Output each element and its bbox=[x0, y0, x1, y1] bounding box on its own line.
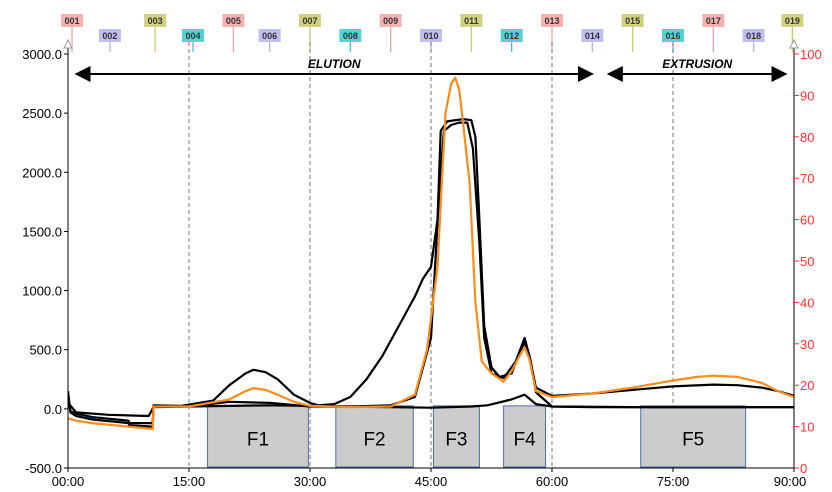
marker-label: 001 bbox=[65, 16, 80, 26]
marker-flag-013 bbox=[541, 14, 563, 27]
marker-flags: 001 002 003 004 005 006 007 008 009 010 011 012 013 0… bbox=[61, 14, 804, 52]
y-right-tick-label: 30 bbox=[800, 337, 814, 352]
fraction-box-5 bbox=[640, 405, 747, 468]
y-right-tick-label: 80 bbox=[800, 130, 814, 145]
y-right-tick-label: 100 bbox=[800, 47, 822, 62]
fraction-label: F2 bbox=[363, 429, 385, 450]
marker-label: 010 bbox=[423, 31, 438, 41]
y-right-tick-label: 70 bbox=[800, 171, 814, 186]
marker-flag-003 bbox=[144, 14, 167, 27]
marker-label: 007 bbox=[302, 16, 317, 26]
x-tick-label: 75:00 bbox=[657, 474, 690, 489]
marker-label: 004 bbox=[186, 31, 201, 41]
x-tick-label: 90:00 bbox=[774, 474, 807, 489]
y-left-tick-label: 0.0 bbox=[44, 402, 62, 417]
marker-flag-004 bbox=[182, 29, 205, 42]
fraction-box-1 bbox=[207, 405, 309, 468]
marker-flag-015 bbox=[621, 14, 644, 27]
y-left-tick-label: 2000.0 bbox=[22, 165, 62, 180]
y-right-tick-label: 40 bbox=[800, 295, 814, 310]
marker-label: 015 bbox=[625, 16, 640, 26]
marker-label: 003 bbox=[148, 16, 163, 26]
fraction-label: F5 bbox=[682, 429, 704, 450]
marker-label: 017 bbox=[706, 16, 721, 26]
series-line-3 bbox=[68, 393, 794, 418]
marker-label: 008 bbox=[343, 31, 358, 41]
marker-flag-011 bbox=[460, 14, 483, 27]
marker-flag-019 bbox=[781, 14, 804, 27]
x-tick-label: 45:00 bbox=[415, 474, 448, 489]
marker-flag-007 bbox=[299, 14, 321, 27]
x-tick-label: 15:00 bbox=[173, 474, 206, 489]
series-line-1 bbox=[68, 118, 794, 428]
marker-flag-001 bbox=[61, 14, 84, 27]
x-tick-label: 30:00 bbox=[294, 474, 327, 489]
marker-flag-012 bbox=[500, 29, 523, 42]
marker-label: 013 bbox=[544, 16, 559, 26]
marker-label: 009 bbox=[383, 16, 398, 26]
y-left-tick-label: 3000.0 bbox=[22, 47, 62, 62]
fraction-label: F3 bbox=[445, 429, 467, 450]
section-label: EXTRUSION bbox=[662, 57, 732, 71]
x-tick-label: 00:00 bbox=[52, 474, 85, 489]
marker-label: 006 bbox=[262, 31, 277, 41]
fraction-box-4 bbox=[503, 405, 547, 468]
marker-label: 016 bbox=[665, 31, 680, 41]
y-right-tick-label: 0 bbox=[800, 461, 807, 476]
marker-flag-009 bbox=[379, 14, 402, 27]
marker-flag-018 bbox=[742, 29, 765, 42]
marker-label: 018 bbox=[746, 31, 761, 41]
section-arrows: ELUTION EXTRUSION bbox=[74, 57, 788, 82]
marker-flag-008 bbox=[339, 29, 362, 42]
fraction-boxes: F1 F2 F3 F4 F5 bbox=[207, 405, 747, 468]
fraction-box-3 bbox=[432, 405, 480, 468]
marker-label: 002 bbox=[102, 31, 117, 41]
marker-label: 012 bbox=[504, 31, 519, 41]
y-left-tick-label: 1000.0 bbox=[22, 284, 62, 299]
marker-flag-014 bbox=[581, 29, 604, 42]
marker-flag-006 bbox=[258, 29, 281, 42]
marker-flag-017 bbox=[702, 14, 725, 27]
grid-lines bbox=[188, 42, 674, 468]
marker-label: 019 bbox=[785, 16, 800, 26]
axes: -500.0 0.0 500.0 1000.0 1500.0 2000.0 2500.0 30… bbox=[22, 38, 822, 489]
marker-flag-016 bbox=[662, 29, 684, 42]
y-right-tick-label: 90 bbox=[800, 88, 814, 103]
y-left-tick-label: 1500.0 bbox=[22, 224, 62, 239]
y-right-tick-label: 50 bbox=[800, 254, 814, 269]
y-right-tick-label: 10 bbox=[800, 420, 814, 435]
y-left-tick-label: -500.0 bbox=[25, 461, 62, 476]
fraction-box-2 bbox=[335, 405, 414, 468]
marker-flag-010 bbox=[420, 29, 442, 42]
y-left-tick-label: 500.0 bbox=[29, 343, 62, 358]
y-axis-left-arrow bbox=[63, 38, 73, 49]
y-right-tick-label: 60 bbox=[800, 213, 814, 228]
marker-label: 014 bbox=[585, 31, 600, 41]
marker-flag-005 bbox=[222, 14, 245, 27]
y-axis-right-arrow bbox=[789, 38, 799, 49]
marker-label: 011 bbox=[464, 16, 479, 26]
section-label: ELUTION bbox=[308, 57, 361, 71]
marker-label: 005 bbox=[226, 16, 241, 26]
fraction-label: F1 bbox=[247, 429, 269, 450]
x-tick-label: 60:00 bbox=[536, 474, 569, 489]
y-right-tick-label: 20 bbox=[800, 378, 814, 393]
fraction-label: F4 bbox=[513, 429, 536, 450]
marker-flag-002 bbox=[98, 29, 121, 42]
y-left-tick-label: 2500.0 bbox=[22, 106, 62, 121]
